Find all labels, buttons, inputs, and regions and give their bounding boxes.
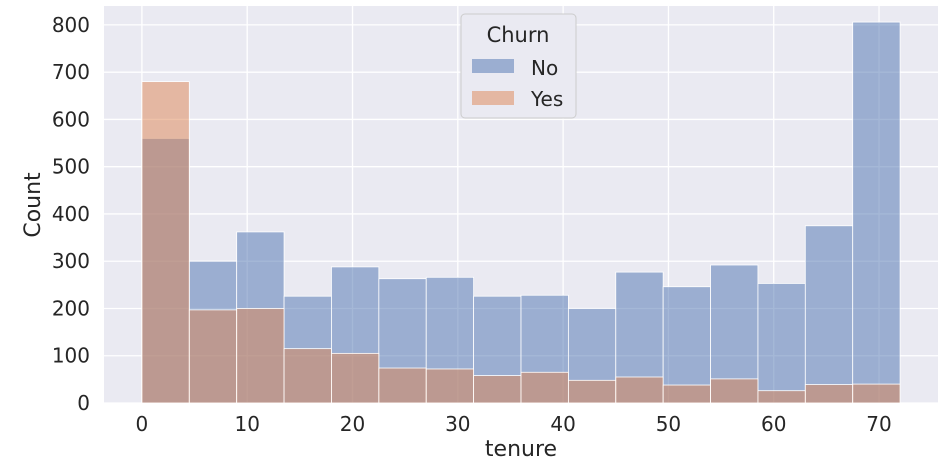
y-tick-label: 400 — [52, 202, 90, 226]
y-tick-label: 800 — [52, 13, 90, 37]
legend-swatch-yes — [472, 91, 514, 105]
x-tick-label: 60 — [761, 412, 786, 436]
y-tick-label: 100 — [52, 344, 90, 368]
bar-yes-8 — [520, 371, 569, 404]
x-tick-labels: 0 10 20 30 40 50 60 70 — [136, 412, 892, 436]
y-tick-label: 200 — [52, 296, 90, 320]
x-tick-label: 30 — [445, 412, 470, 436]
legend-label-no: No — [531, 56, 558, 80]
y-tick-label: 700 — [52, 60, 90, 84]
x-tick-label: 20 — [340, 412, 365, 436]
bar-no-13 — [757, 283, 806, 404]
bar-yes-15 — [852, 383, 901, 404]
bar-yes-6 — [425, 368, 475, 404]
legend: Churn No Yes — [460, 13, 577, 119]
bar-yes-5 — [378, 367, 427, 404]
histogram-bars — [141, 21, 901, 404]
bar-yes-3 — [283, 348, 332, 404]
x-tick-label: 50 — [656, 412, 681, 436]
bar-yes-2 — [236, 308, 285, 404]
bar-yes-10 — [615, 376, 664, 404]
bar-no-15 — [852, 21, 901, 404]
legend-label-yes: Yes — [530, 87, 563, 111]
x-tick-label: 10 — [234, 412, 259, 436]
y-tick-label: 600 — [52, 107, 90, 131]
y-tick-label: 0 — [77, 391, 90, 415]
x-tick-label: 40 — [550, 412, 575, 436]
bar-yes-13 — [757, 390, 806, 404]
bar-yes-11 — [662, 384, 711, 404]
y-axis-label: Count — [21, 172, 46, 238]
bar-yes-12 — [710, 378, 759, 404]
bar-yes-4 — [331, 352, 380, 404]
y-tick-label: 500 — [52, 155, 90, 179]
x-tick-label: 70 — [866, 412, 891, 436]
y-tick-label: 300 — [52, 249, 90, 273]
bar-yes-1 — [188, 309, 238, 404]
bar-yes-0 — [141, 81, 190, 404]
x-tick-label: 0 — [136, 412, 149, 436]
y-tick-labels: 0 100 200 300 400 500 600 700 800 — [52, 13, 90, 415]
bar-no-11 — [662, 286, 711, 404]
legend-title: Churn — [487, 23, 550, 47]
bar-yes-9 — [567, 379, 617, 404]
bar-yes-7 — [473, 375, 522, 404]
bar-no-14 — [804, 225, 854, 404]
x-axis-label: tenure — [485, 437, 557, 462]
bar-yes-14 — [804, 384, 854, 404]
legend-swatch-no — [472, 59, 514, 73]
